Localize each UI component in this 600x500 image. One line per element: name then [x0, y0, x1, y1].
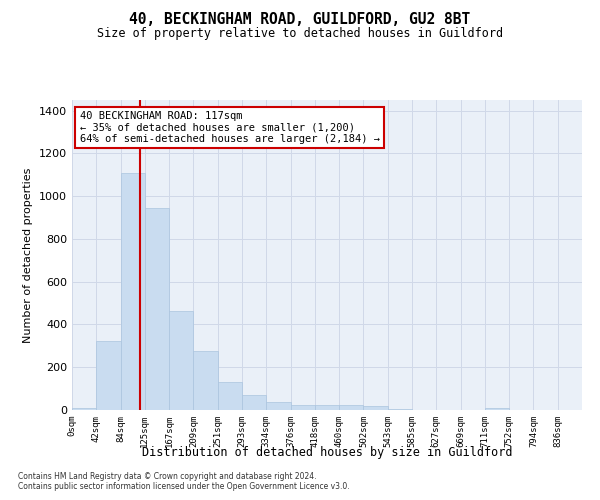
Bar: [266, 402, 290, 410]
Bar: [169, 311, 193, 410]
Text: 40 BECKINGHAM ROAD: 117sqm
← 35% of detached houses are smaller (1,200)
64% of s: 40 BECKINGHAM ROAD: 117sqm ← 35% of deta…: [80, 111, 380, 144]
Bar: [242, 396, 266, 410]
Bar: [121, 172, 145, 410]
Bar: [218, 382, 242, 410]
Text: 40, BECKINGHAM ROAD, GUILDFORD, GU2 8BT: 40, BECKINGHAM ROAD, GUILDFORD, GU2 8BT: [130, 12, 470, 28]
Bar: [339, 404, 364, 410]
Bar: [315, 404, 339, 410]
Text: Contains HM Land Registry data © Crown copyright and database right 2024.: Contains HM Land Registry data © Crown c…: [18, 472, 317, 481]
Y-axis label: Number of detached properties: Number of detached properties: [23, 168, 34, 342]
Bar: [193, 351, 218, 410]
Bar: [72, 408, 96, 410]
Bar: [290, 406, 315, 410]
Bar: [145, 208, 169, 410]
Bar: [485, 408, 509, 410]
Bar: [364, 406, 388, 410]
Text: Size of property relative to detached houses in Guildford: Size of property relative to detached ho…: [97, 28, 503, 40]
Bar: [96, 340, 121, 410]
Text: Distribution of detached houses by size in Guildford: Distribution of detached houses by size …: [142, 446, 512, 459]
Text: Contains public sector information licensed under the Open Government Licence v3: Contains public sector information licen…: [18, 482, 350, 491]
